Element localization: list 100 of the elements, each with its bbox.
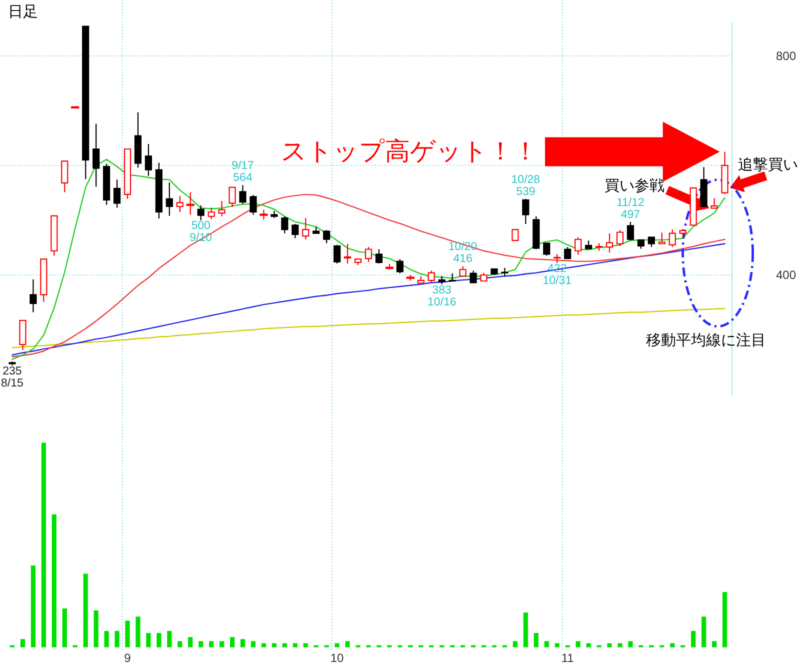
annotation: 8/15 bbox=[1, 377, 24, 390]
candlestick bbox=[385, 263, 394, 270]
candlestick bbox=[595, 242, 603, 252]
bar bbox=[345, 641, 350, 648]
candlestick bbox=[679, 228, 686, 238]
candlestick bbox=[438, 276, 446, 285]
bar bbox=[125, 620, 130, 648]
bar bbox=[618, 643, 622, 648]
annotation: 11/12 bbox=[616, 196, 644, 209]
bar bbox=[104, 630, 109, 648]
candlestick bbox=[50, 215, 58, 256]
bar bbox=[722, 592, 728, 648]
candlestick bbox=[710, 198, 718, 209]
annotation: 383 bbox=[432, 284, 452, 296]
bar bbox=[292, 643, 298, 648]
candlestick bbox=[648, 236, 655, 248]
candlestick bbox=[312, 226, 320, 234]
candlestick bbox=[113, 179, 121, 208]
candlestick bbox=[334, 244, 341, 264]
bar bbox=[523, 612, 528, 648]
candlestick bbox=[616, 230, 624, 246]
candlestick bbox=[197, 204, 204, 221]
candlestick bbox=[721, 151, 728, 194]
x-tick-label: 11 bbox=[561, 651, 574, 665]
candlestick bbox=[417, 276, 424, 284]
candlestick bbox=[700, 166, 708, 208]
bar bbox=[303, 643, 308, 648]
candlestick bbox=[186, 192, 194, 216]
candlestick bbox=[354, 258, 362, 266]
candlestick bbox=[658, 232, 666, 244]
bar bbox=[52, 514, 56, 648]
candlestick bbox=[564, 246, 572, 260]
annotation: ストップ高ゲット！！ bbox=[281, 138, 538, 166]
candlestick bbox=[532, 216, 540, 250]
bar bbox=[628, 641, 633, 648]
candlestick bbox=[124, 148, 132, 200]
bar bbox=[261, 643, 266, 648]
annotation: 9/17 bbox=[232, 160, 254, 172]
y-tick-label: 800 bbox=[776, 48, 796, 63]
bar bbox=[534, 632, 538, 648]
candlestick bbox=[71, 106, 80, 109]
candlestick bbox=[459, 266, 466, 277]
candlestick bbox=[501, 267, 508, 278]
candlestick bbox=[543, 242, 550, 256]
bar bbox=[607, 643, 612, 648]
x-tick-label: 9 bbox=[124, 651, 132, 665]
candlestick bbox=[490, 268, 498, 276]
candlestick bbox=[30, 278, 37, 313]
bar bbox=[220, 641, 224, 648]
bar bbox=[712, 641, 717, 648]
annotation: 235 bbox=[2, 365, 22, 378]
annotation: 539 bbox=[516, 186, 536, 198]
candlestick bbox=[292, 223, 299, 239]
candlestick bbox=[155, 162, 162, 220]
bar bbox=[272, 643, 276, 648]
candlestick bbox=[428, 270, 435, 284]
candlestick bbox=[218, 200, 226, 217]
annotation: 564 bbox=[233, 172, 253, 184]
bar bbox=[146, 632, 151, 648]
bar bbox=[586, 643, 591, 648]
bar bbox=[576, 641, 580, 648]
y-tick-label: 400 bbox=[776, 268, 796, 282]
candlestick bbox=[668, 228, 676, 248]
candlestick bbox=[406, 274, 414, 282]
candlestick bbox=[637, 238, 644, 250]
bar bbox=[62, 608, 67, 648]
bar bbox=[240, 639, 246, 648]
bar bbox=[670, 643, 675, 648]
annotation: 497 bbox=[620, 208, 640, 221]
candlestick bbox=[281, 216, 288, 234]
candlestick bbox=[239, 184, 246, 204]
candlestick bbox=[82, 26, 90, 180]
bar bbox=[230, 637, 235, 648]
candlestick bbox=[102, 163, 110, 206]
bar bbox=[114, 630, 120, 648]
bar bbox=[209, 641, 214, 648]
candlestick bbox=[323, 230, 330, 244]
bar bbox=[198, 641, 204, 648]
bar bbox=[20, 639, 26, 648]
annotation: 500 bbox=[191, 220, 210, 232]
bar bbox=[30, 565, 36, 648]
candlestick bbox=[470, 270, 477, 284]
candlestick bbox=[260, 209, 268, 220]
bar bbox=[544, 641, 549, 648]
candlestick bbox=[364, 246, 372, 262]
candlestick bbox=[522, 198, 530, 225]
candlestick bbox=[8, 360, 16, 366]
candlestick bbox=[166, 182, 173, 216]
bar bbox=[41, 442, 46, 648]
candlestick bbox=[176, 196, 184, 213]
candlestick bbox=[448, 272, 456, 282]
annotation: 10/16 bbox=[427, 296, 456, 308]
candlestick bbox=[228, 186, 236, 208]
candlestick bbox=[606, 232, 614, 254]
candlestick bbox=[375, 248, 383, 264]
candlestick bbox=[208, 207, 215, 220]
bar bbox=[334, 643, 340, 648]
bar bbox=[691, 630, 696, 648]
candlestick bbox=[512, 228, 519, 242]
bar bbox=[512, 641, 518, 648]
